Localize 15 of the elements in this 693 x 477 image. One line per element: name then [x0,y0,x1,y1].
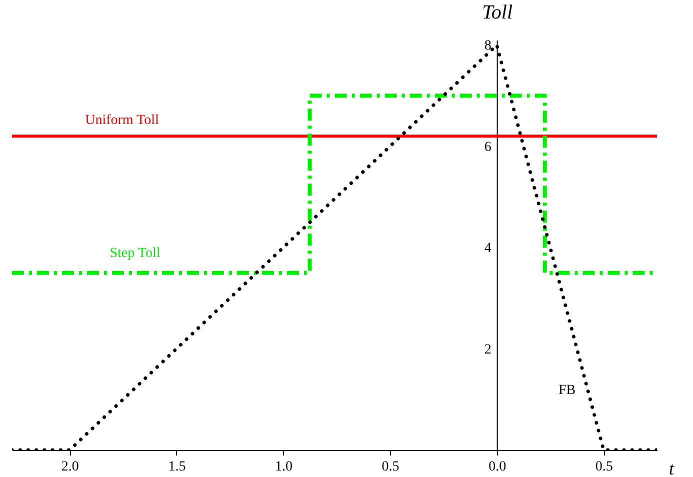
y-tick-label: 8 [484,38,492,54]
x-tick-label: 0.0 [488,460,506,474]
series-label: Uniform Toll [85,113,160,128]
x-tick-label: 1.0 [274,460,292,474]
y-tick-label: 6 [484,140,492,155]
x-tick-label: 0.5 [595,460,613,474]
x-tick-label: 2.0 [61,460,79,474]
y-axis-title: Toll [482,2,513,24]
series-label: Step Toll [110,246,160,261]
y-tick-label: 4 [484,241,492,256]
y-tick-label: 2 [484,342,492,358]
x-axis-title: t [668,458,675,477]
x-tick-label: 1.5 [168,460,186,474]
x-tick-label: 0.5 [382,460,400,474]
series-label: FB [558,383,576,398]
